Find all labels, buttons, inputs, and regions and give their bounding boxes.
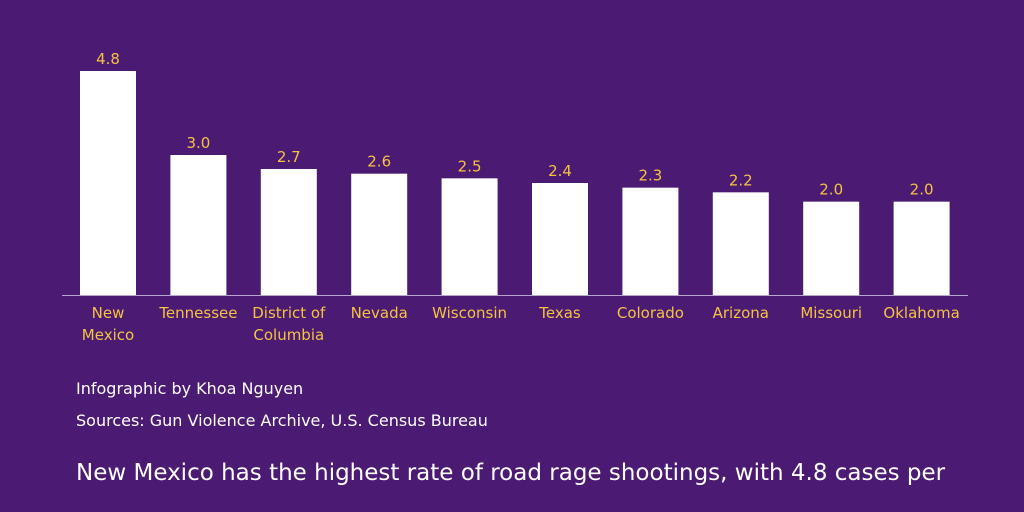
category-label: District of (252, 304, 326, 322)
bar (441, 178, 498, 295)
value-label: 2.2 (729, 171, 753, 189)
value-label: 2.3 (638, 167, 662, 185)
category-label: Colorado (617, 304, 684, 322)
category-label: Missouri (800, 304, 862, 322)
category-label: Arizona (713, 304, 769, 322)
bar (170, 155, 227, 295)
sources-credit: Sources: Gun Violence Archive, U.S. Cens… (76, 411, 488, 430)
bar (532, 183, 588, 295)
category-label: New (92, 304, 125, 322)
summary-text: New Mexico has the highest rate of road … (76, 460, 946, 486)
bar (893, 201, 950, 295)
bar (622, 187, 679, 295)
bar-chart: 4.8 New Mexico 3.0 Tennessee 2.7 District of Co… (62, 50, 968, 344)
value-label: 2.5 (458, 157, 482, 175)
value-label: 2.4 (548, 162, 572, 180)
category-label: Wisconsin (432, 304, 507, 322)
value-label: 2.7 (277, 148, 301, 166)
bar (351, 173, 408, 295)
value-label: 2.0 (819, 181, 843, 199)
value-label: 3.0 (186, 134, 210, 152)
category-label: Columbia (253, 326, 324, 344)
value-label: 2.6 (367, 153, 391, 171)
value-label: 4.8 (96, 50, 120, 68)
bar (803, 201, 860, 295)
category-label: Mexico (82, 326, 134, 344)
bar (260, 169, 317, 295)
category-label: Texas (538, 304, 581, 322)
category-label: Tennessee (158, 304, 237, 322)
value-label: 2.0 (910, 181, 934, 199)
category-label: Oklahoma (883, 304, 959, 322)
author-credit: Infographic by Khoa Nguyen (76, 379, 304, 398)
bar (712, 192, 769, 295)
bar (80, 71, 136, 295)
category-label: Nevada (351, 304, 408, 322)
